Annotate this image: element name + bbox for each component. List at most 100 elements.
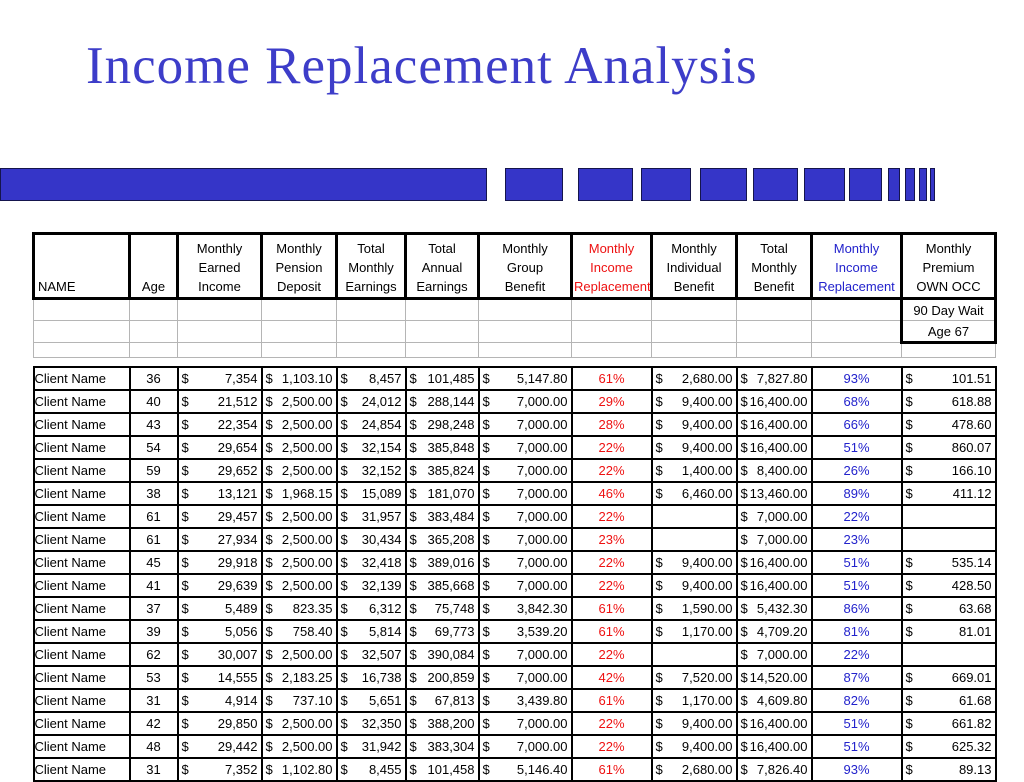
cell-monthly-pension-deposit: $2,500.00 — [260, 504, 338, 529]
currency-value: 5,432.30 — [756, 601, 808, 616]
decor-bar — [0, 168, 1024, 201]
currency-symbol: $ — [740, 532, 748, 547]
currency-symbol: $ — [905, 417, 913, 432]
cell-monthly-group-benefit: $7,000.00 — [477, 389, 573, 414]
decor-bar-segment — [753, 168, 798, 201]
cell-total-monthly-benefit: $5,432.30 — [735, 596, 813, 621]
cell-total-annual-earnings: $383,484 — [404, 504, 480, 529]
currency-value: 2,500.00 — [281, 394, 333, 409]
currency-symbol: $ — [655, 762, 663, 777]
currency-symbol: $ — [409, 762, 417, 777]
decor-bar-segment — [905, 168, 915, 201]
cell-total-monthly-earnings: $5,814 — [335, 619, 407, 644]
cell-age: 36 — [128, 366, 179, 391]
currency-symbol: $ — [740, 601, 748, 616]
currency-value: 29,442 — [217, 739, 258, 754]
cell-age: 39 — [128, 619, 179, 644]
currency-symbol: $ — [181, 693, 189, 708]
currency-value: 3,539.20 — [516, 624, 568, 639]
cell-monthly-individual-benefit: $9,400.00 — [650, 550, 738, 575]
currency-value: 5,651 — [368, 693, 402, 708]
currency-symbol: $ — [181, 555, 189, 570]
cell-total-annual-earnings: $67,813 — [404, 688, 480, 713]
cell-monthly-earned-income: $13,121 — [176, 481, 263, 506]
cell-total-monthly-benefit: $7,826.40 — [735, 757, 813, 782]
currency-symbol: $ — [340, 647, 348, 662]
currency-value: 2,500.00 — [281, 440, 333, 455]
currency-value: 7,000.00 — [516, 440, 568, 455]
currency-symbol: $ — [482, 371, 490, 386]
currency-symbol: $ — [905, 670, 913, 685]
column-header-line: Earned — [198, 260, 241, 275]
page-title: Income Replacement Analysis — [86, 37, 758, 95]
cell-age: 43 — [128, 412, 179, 437]
cell-monthly-pension-deposit: $2,500.00 — [260, 550, 338, 575]
cell-monthly-premium: $81.01 — [900, 619, 997, 644]
currency-symbol: $ — [740, 486, 748, 501]
cell-monthly-group-benefit: $5,146.40 — [477, 757, 573, 782]
currency-value: 7,000.00 — [516, 486, 568, 501]
cell-name: Client Name — [32, 757, 131, 782]
cell-monthly-earned-income: $22,354 — [176, 412, 263, 437]
currency-value: 7,000.00 — [756, 647, 808, 662]
currency-value: 9,400.00 — [681, 578, 733, 593]
cell-total-annual-earnings: $385,848 — [404, 435, 480, 460]
currency-symbol: $ — [340, 716, 348, 731]
column-header-total-monthly-benefit: Total Monthly Benefit — [735, 232, 813, 300]
column-header-line: Deposit — [276, 279, 322, 294]
currency-symbol: $ — [655, 624, 663, 639]
currency-value: 298,248 — [427, 417, 475, 432]
currency-value: 411.12 — [952, 486, 992, 501]
currency-value: 7,000.00 — [516, 555, 568, 570]
column-header-line: Premium — [922, 260, 975, 275]
currency-symbol: $ — [905, 371, 913, 386]
cell-monthly-group-benefit: $7,000.00 — [477, 412, 573, 437]
cell-monthly-individual-benefit — [650, 527, 738, 552]
currency-symbol: $ — [409, 555, 417, 570]
currency-value: 32,139 — [361, 578, 402, 593]
cell-monthly-individual-benefit: $1,170.00 — [650, 619, 738, 644]
cell-age: 59 — [128, 458, 179, 483]
currency-value: 29,918 — [217, 555, 258, 570]
currency-symbol: $ — [905, 555, 913, 570]
currency-value: 61.68 — [958, 693, 992, 708]
currency-symbol: $ — [265, 532, 273, 547]
cell-monthly-income-replacement-total: 51% — [810, 435, 903, 460]
currency-value: 13,121 — [217, 486, 258, 501]
currency-symbol: $ — [265, 371, 273, 386]
table-row: Client Name 45 $29,918 $2,500.00 $32,418 $389… — [32, 550, 997, 575]
decor-bar-segment — [700, 168, 747, 201]
cell-total-annual-earnings: $383,304 — [404, 734, 480, 759]
cell-monthly-individual-benefit: $9,400.00 — [650, 389, 738, 414]
cell-monthly-group-benefit: $7,000.00 — [477, 550, 573, 575]
cell-monthly-individual-benefit: $9,400.00 — [650, 734, 738, 759]
currency-value: 7,000.00 — [756, 532, 808, 547]
currency-symbol: $ — [905, 601, 913, 616]
column-header-line: Total — [428, 241, 456, 256]
cell-monthly-individual-benefit: $9,400.00 — [650, 711, 738, 736]
currency-symbol: $ — [482, 486, 490, 501]
currency-value: 166.10 — [951, 463, 992, 478]
currency-value: 2,500.00 — [281, 509, 333, 524]
cell-total-monthly-earnings: $5,651 — [335, 688, 407, 713]
cell-age: 31 — [128, 757, 179, 782]
cell-age: 40 — [128, 389, 179, 414]
cell-monthly-income-replacement-group: 28% — [570, 412, 653, 437]
cell-monthly-group-benefit: $3,439.80 — [477, 688, 573, 713]
currency-value: 6,312 — [368, 601, 402, 616]
cell-total-monthly-earnings: $32,154 — [335, 435, 407, 460]
table-row: Client Name 41 $29,639 $2,500.00 $32,139 $385… — [32, 573, 997, 598]
currency-symbol: $ — [409, 417, 417, 432]
currency-symbol: $ — [655, 716, 663, 731]
cell-monthly-income-replacement-total: 51% — [810, 711, 903, 736]
currency-symbol: $ — [655, 417, 663, 432]
currency-symbol: $ — [265, 601, 273, 616]
cell-total-monthly-benefit: $4,609.80 — [735, 688, 813, 713]
currency-symbol: $ — [409, 463, 417, 478]
currency-symbol: $ — [740, 440, 748, 455]
currency-value: 1,170.00 — [681, 624, 733, 639]
currency-symbol: $ — [482, 394, 490, 409]
currency-value: 7,826.40 — [756, 762, 808, 777]
currency-value: 29,654 — [217, 440, 258, 455]
